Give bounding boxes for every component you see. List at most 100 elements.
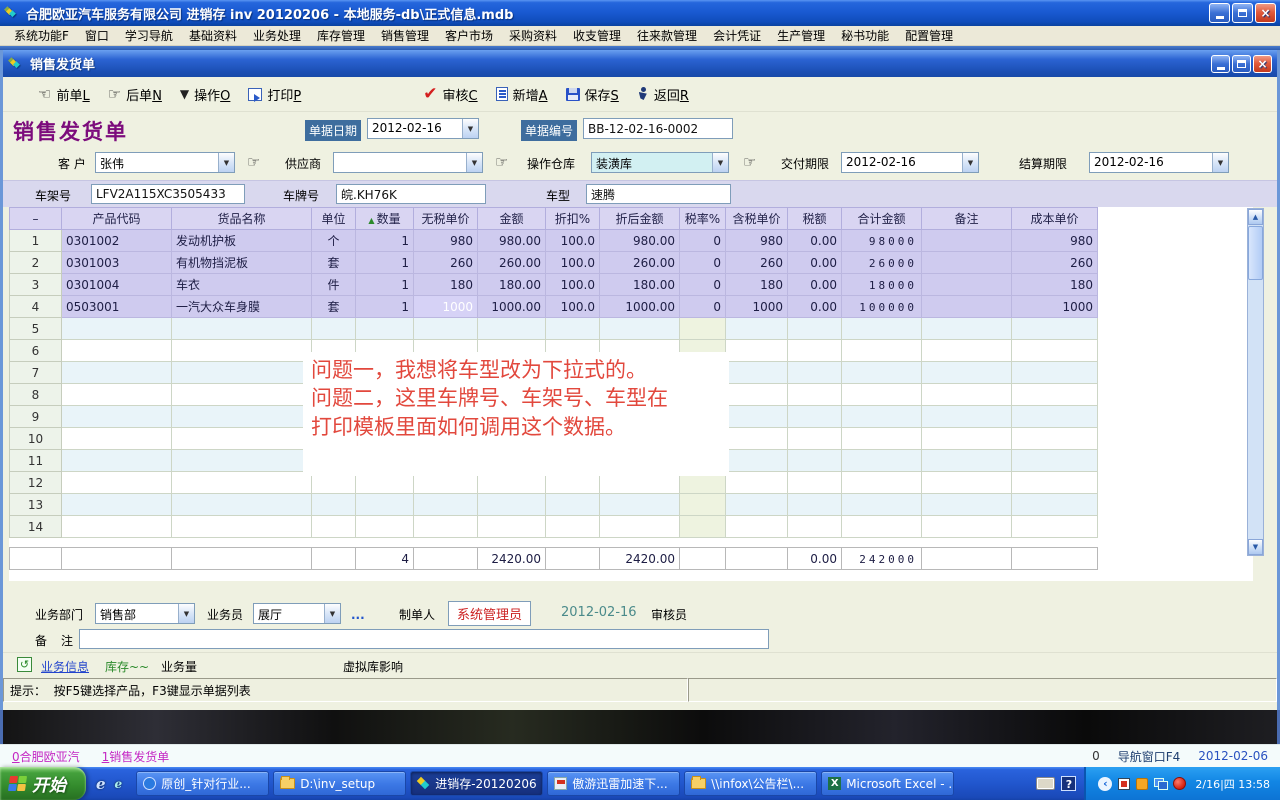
return-button[interactable]: 返回R <box>628 81 698 108</box>
grid-header-row: – 产品代码 货品名称 单位 ▲ 数量 无税单价 金额 折扣% 折后金额 税率% <box>9 207 1098 230</box>
col-code[interactable]: 产品代码 <box>61 207 172 230</box>
col-qty[interactable]: ▲ 数量 <box>355 207 414 230</box>
start-button[interactable]: 开始 <box>0 767 86 800</box>
network-icon[interactable] <box>1154 778 1169 790</box>
ie-icon[interactable]: e <box>96 774 106 793</box>
task-folder-infox[interactable]: \\infox\公告栏\... <box>684 771 818 796</box>
doc-close-button[interactable]: × <box>1253 54 1272 73</box>
grid-scrollbar[interactable]: ▲ ▼ <box>1247 208 1264 556</box>
warehouse-combo[interactable]: 装潢库 ▼ <box>591 152 729 173</box>
scroll-up-button[interactable]: ▲ <box>1248 209 1263 225</box>
vin-input[interactable] <box>91 184 245 204</box>
dept-combo[interactable]: 销售部 ▼ <box>95 603 195 624</box>
chevron-down-icon[interactable]: ▼ <box>962 153 978 172</box>
task-maxthon[interactable]: 傲游迅雷加速下... <box>547 771 681 796</box>
audit-button[interactable]: ✔ 审核C <box>423 84 478 104</box>
scroll-down-button[interactable]: ▼ <box>1248 539 1263 555</box>
col-cost[interactable]: 成本单价 <box>1011 207 1098 230</box>
hide-icons-chevron-icon[interactable]: ‹ <box>1098 776 1113 791</box>
chevron-down-icon[interactable]: ▼ <box>218 153 234 172</box>
tray-maxthon-icon[interactable] <box>1118 777 1131 790</box>
col-total[interactable]: 合计金额 <box>841 207 922 230</box>
tray-orange-icon[interactable] <box>1136 777 1149 790</box>
thunder-icon[interactable] <box>1173 777 1187 790</box>
col-discount[interactable]: 折扣% <box>545 207 600 230</box>
model-input[interactable] <box>586 184 731 204</box>
settle-date-combo[interactable]: 2012-02-16 ▼ <box>1089 152 1229 173</box>
customer-lookup-hand-icon[interactable]: ☞ <box>247 153 261 171</box>
task-inv-app[interactable]: 进销存-20120206 <box>410 771 544 796</box>
menu-config[interactable]: 配置管理 <box>905 29 954 43</box>
restore-button[interactable] <box>1232 3 1253 23</box>
col-unit[interactable]: 单位 <box>311 207 356 230</box>
plate-input[interactable] <box>336 184 486 204</box>
doc-restore-button[interactable] <box>1232 54 1251 73</box>
menu-secretary[interactable]: 秘书功能 <box>841 29 890 43</box>
agent-combo[interactable]: 展厅 ▼ <box>253 603 341 624</box>
note-input[interactable] <box>79 629 769 649</box>
supplier-lookup-hand-icon[interactable]: ☞ <box>495 153 509 171</box>
col-name[interactable]: 货品名称 <box>171 207 312 230</box>
col-disc-amount[interactable]: 折后金额 <box>599 207 680 230</box>
menu-accounts[interactable]: 往来款管理 <box>637 29 698 43</box>
delivery-date-combo[interactable]: 2012-02-16 ▼ <box>841 152 979 173</box>
chevron-down-icon[interactable]: ▼ <box>462 119 478 138</box>
folder-icon <box>691 776 707 789</box>
doc-no-label: 单据编号 <box>521 120 578 141</box>
scroll-thumb[interactable] <box>1248 226 1263 280</box>
col-tax[interactable]: 税额 <box>787 207 842 230</box>
save-button[interactable]: 保存S <box>557 81 628 108</box>
action-button[interactable]: ▼ 操作O <box>179 87 231 104</box>
doc-date-combo[interactable]: 2012-02-16 ▼ <box>367 118 479 139</box>
menu-production[interactable]: 生产管理 <box>777 29 826 43</box>
menu-inventory[interactable]: 库存管理 <box>316 29 365 43</box>
chevron-down-icon[interactable]: ▼ <box>178 604 194 623</box>
menu-system[interactable]: 系统功能F <box>14 29 69 43</box>
menu-payments[interactable]: 收支管理 <box>573 29 622 43</box>
next-doc-button[interactable]: ☞ 后单N <box>107 85 162 104</box>
biz-info-link[interactable]: 业务信息 <box>41 660 90 674</box>
col-tax-rate[interactable]: 税率% <box>679 207 726 230</box>
task-excel[interactable]: X Microsoft Excel - ... <box>821 771 955 796</box>
col-note[interactable]: 备注 <box>921 207 1012 230</box>
chevron-down-icon[interactable]: ▼ <box>712 153 728 172</box>
col-price[interactable]: 无税单价 <box>413 207 478 230</box>
menu-voucher[interactable]: 会计凭证 <box>713 29 762 43</box>
new-button[interactable]: 新增A <box>487 81 557 108</box>
col-amount[interactable]: 金额 <box>477 207 546 230</box>
window-tab-delivery[interactable]: 1销售发货单 <box>101 749 170 764</box>
menu-purchase[interactable]: 采购资料 <box>509 29 558 43</box>
nav-window-button[interactable]: 导航窗口F4 <box>1117 749 1181 764</box>
warehouse-lookup-hand-icon[interactable]: ☞ <box>743 153 757 171</box>
minimize-button[interactable] <box>1209 3 1230 23</box>
prev-doc-button[interactable]: ☜ 前单L <box>38 85 90 104</box>
chevron-down-icon[interactable]: ▼ <box>466 153 482 172</box>
menu-learn[interactable]: 学习导航 <box>124 29 173 43</box>
selected-cell[interactable]: 1000 <box>413 295 478 318</box>
menu-business[interactable]: 业务处理 <box>252 29 301 43</box>
agent-label: 业务员 <box>207 608 244 622</box>
menu-basedata[interactable]: 基础资料 <box>188 29 237 43</box>
customer-combo[interactable]: 张伟 ▼ <box>95 152 235 173</box>
refresh-icon[interactable]: ↺ <box>17 657 32 672</box>
menu-sales[interactable]: 销售管理 <box>380 29 429 43</box>
print-button[interactable]: 打印P <box>239 81 310 108</box>
supplier-combo[interactable]: ▼ <box>333 152 483 173</box>
help-icon[interactable]: ? <box>1061 776 1077 791</box>
keyboard-icon[interactable] <box>1036 777 1056 790</box>
doc-minimize-button[interactable] <box>1211 54 1230 73</box>
task-folder-inv-setup[interactable]: D:\inv_setup <box>273 771 407 796</box>
window-tab-main[interactable]: 0合肥欧亚汽 <box>12 749 80 764</box>
stock-link[interactable]: 库存~~ <box>105 660 150 674</box>
chevron-down-icon[interactable]: ▼ <box>324 604 340 623</box>
more-button[interactable]: ... <box>351 608 365 622</box>
menu-customer[interactable]: 客户市场 <box>445 29 494 43</box>
chevron-down-icon[interactable]: ▼ <box>1212 153 1228 172</box>
menu-window[interactable]: 窗口 <box>84 29 109 43</box>
task-forum[interactable]: 原创_针对行业... <box>136 771 270 796</box>
close-button[interactable]: × <box>1255 3 1276 23</box>
doc-no-input[interactable] <box>583 118 733 139</box>
col-price-tax[interactable]: 含税单价 <box>725 207 788 230</box>
browser-icon[interactable]: e <box>114 776 123 791</box>
